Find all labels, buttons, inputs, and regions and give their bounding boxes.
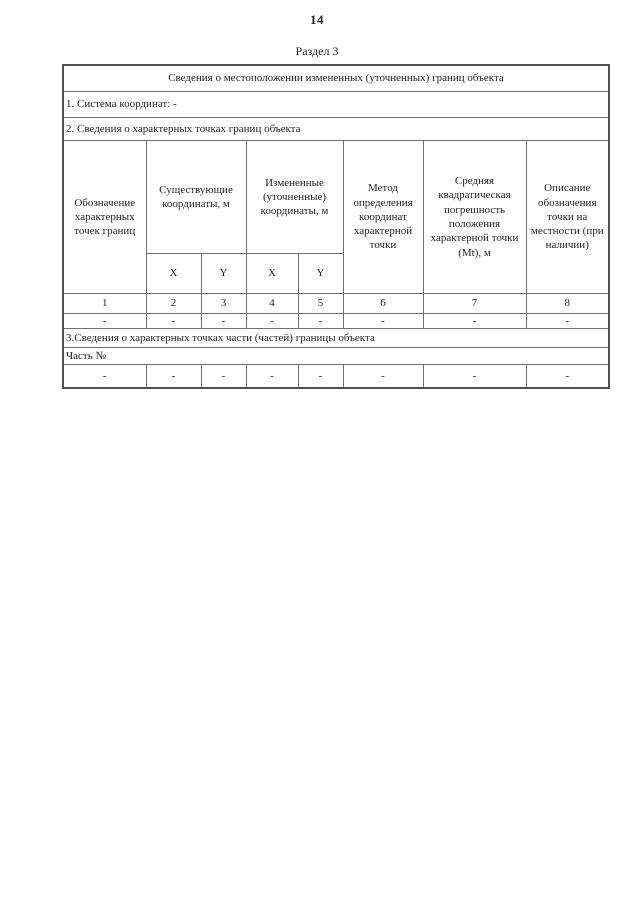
values-row: - - - - - - - - xyxy=(62,313,610,329)
table-header-row: Обозначение характерных точек границ Сущ… xyxy=(62,140,610,294)
value-cell: - xyxy=(342,313,424,329)
part-value-cell: - xyxy=(62,364,147,389)
points-section-label: 2. Сведения о характерных точках границ … xyxy=(62,117,610,141)
value-cell: - xyxy=(145,313,202,329)
column-number: 8 xyxy=(525,293,610,314)
column-number: 3 xyxy=(200,293,247,314)
column-number: 2 xyxy=(145,293,202,314)
value-cell: - xyxy=(422,313,527,329)
value-cell: - xyxy=(200,313,247,329)
column-number: 1 xyxy=(62,293,147,314)
column-number-row: 1 2 3 4 5 6 7 8 xyxy=(62,293,610,314)
page-number: 14 xyxy=(310,12,324,27)
subheader-changed-y: Y xyxy=(297,253,344,294)
header-designation: Обозначение характерных точек границ xyxy=(62,140,147,294)
parts-section-row: 3.Сведения о характерных точках части (ч… xyxy=(62,328,610,348)
value-cell: - xyxy=(525,313,610,329)
header-changed-coords: Измененные (уточненные) координаты, м xyxy=(245,140,344,254)
part-values-row: - - - - - - - - xyxy=(62,364,610,389)
table-title-row: Сведения о местоположении измененных (ут… xyxy=(62,64,610,92)
header-method: Метод определения координат характерной … xyxy=(342,140,424,294)
value-cell: - xyxy=(62,313,147,329)
points-section-row: 2. Сведения о характерных точках границ … xyxy=(62,117,610,141)
subheader-changed-x: X xyxy=(245,253,299,294)
table-subheader-row: X Y X Y xyxy=(63,253,609,294)
section-title: Раздел 3 xyxy=(295,44,339,58)
section3-table: Сведения о местоположении измененных (ут… xyxy=(62,64,610,389)
part-value-cell: - xyxy=(342,364,424,389)
subheader-existing-x: X xyxy=(145,253,202,294)
header-description: Описание обозначения точки на местности … xyxy=(525,140,610,294)
value-cell: - xyxy=(245,313,299,329)
value-cell: - xyxy=(297,313,344,329)
column-number: 5 xyxy=(297,293,344,314)
parts-section-label: 3.Сведения о характерных точках части (ч… xyxy=(62,328,610,348)
part-value-cell: - xyxy=(145,364,202,389)
part-value-cell: - xyxy=(525,364,610,389)
column-number: 6 xyxy=(342,293,424,314)
coordinate-system-value: 1. Система координат: - xyxy=(62,91,610,118)
header-mean-square-error: Средняя квадратическая погрешность полож… xyxy=(422,140,527,294)
part-number-label: Часть № xyxy=(62,347,610,365)
header-existing-coords: Существующие координаты, м xyxy=(145,140,247,254)
table-title: Сведения о местоположении измененных (ут… xyxy=(62,64,610,92)
part-number-row: Часть № xyxy=(62,347,610,365)
part-value-cell: - xyxy=(297,364,344,389)
part-value-cell: - xyxy=(245,364,299,389)
subheader-existing-y: Y xyxy=(200,253,247,294)
part-value-cell: - xyxy=(422,364,527,389)
column-number: 4 xyxy=(245,293,299,314)
part-value-cell: - xyxy=(200,364,247,389)
column-number: 7 xyxy=(422,293,527,314)
coordinate-system-row: 1. Система координат: - xyxy=(62,91,610,118)
